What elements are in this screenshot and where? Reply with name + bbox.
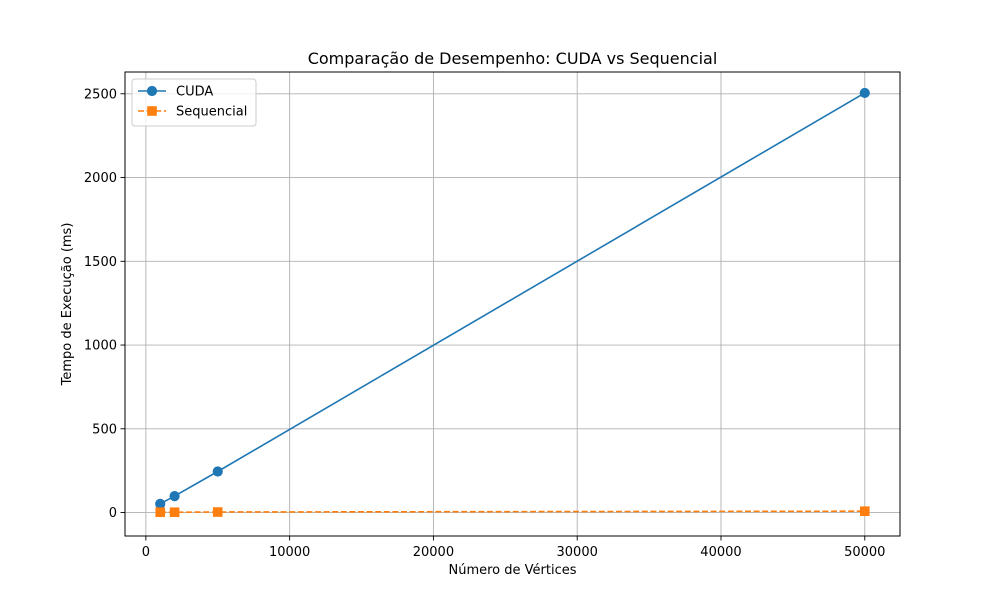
cuda-point <box>859 87 870 99</box>
legend-marker-cuda <box>146 85 158 97</box>
cuda-point <box>155 498 166 509</box>
x-tick-label: 30000 <box>557 545 598 560</box>
cuda-point <box>212 466 223 477</box>
x-tick-label: 20000 <box>413 545 454 560</box>
y-axis-title: Tempo de Execução (ms) <box>60 223 75 387</box>
chart-title: Comparação de Desempenho: CUDA vs Sequen… <box>308 49 718 68</box>
cuda-point <box>169 491 180 502</box>
sequencial-point <box>155 507 166 518</box>
legend-label-cuda: CUDA <box>176 85 213 100</box>
grid <box>125 72 900 536</box>
cuda-line <box>159 92 866 505</box>
y-tick-label: 1000 <box>84 339 117 354</box>
series-layer <box>155 87 870 518</box>
x-tick-label: 10000 <box>269 545 310 560</box>
y-tick-label: 2000 <box>84 171 117 186</box>
x-tick-label: 50000 <box>844 545 885 560</box>
x-tick-label: 40000 <box>700 545 741 560</box>
y-tick-label: 500 <box>92 422 117 437</box>
sequencial-point <box>169 507 180 518</box>
sequencial-line <box>160 510 865 514</box>
sequencial-point <box>212 507 223 517</box>
legend: CUDA Sequencial <box>131 78 257 127</box>
series-sequencial <box>155 506 870 518</box>
x-axis-title: Número de Vértices <box>448 563 576 578</box>
plot-frame <box>124 71 901 537</box>
legend-marker-sequencial <box>147 106 157 116</box>
sequencial-point <box>859 506 870 517</box>
y-tick-label: 1500 <box>84 255 117 270</box>
plot-area <box>125 72 900 536</box>
y-tick-label: 2500 <box>84 87 117 102</box>
x-tick-label: 0 <box>142 545 150 560</box>
series-cuda <box>155 87 870 509</box>
ticks: 0 10000 20000 30000 40000 50000 0 500 1000 1500 20… <box>84 87 886 560</box>
y-tick-label: 0 <box>109 506 117 521</box>
legend-label-sequencial: Sequencial <box>176 105 247 120</box>
